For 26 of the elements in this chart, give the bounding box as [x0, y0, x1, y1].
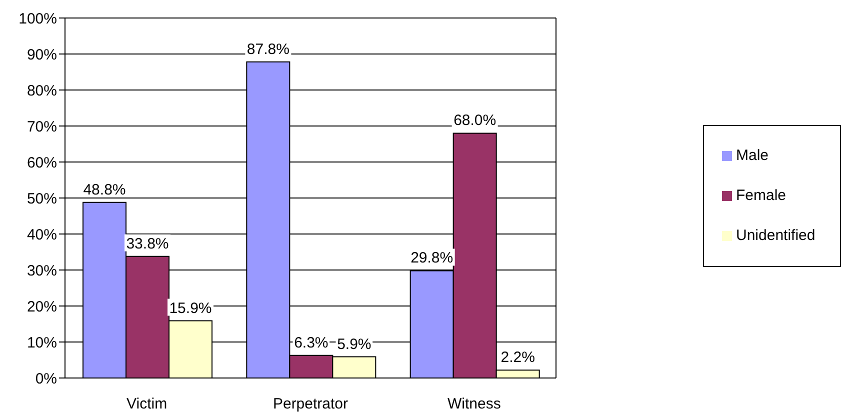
- y-tick-label: 40%: [26, 226, 57, 244]
- legend-label: Male: [736, 147, 769, 164]
- y-tick-label: 60%: [26, 154, 57, 172]
- y-tick-label: 100%: [18, 10, 57, 28]
- y-tick-label: 50%: [26, 190, 57, 208]
- x-tick-label: Perpetrator: [272, 396, 348, 412]
- legend-label: Female: [736, 187, 786, 204]
- data-label: 15.9%: [169, 300, 212, 317]
- y-tick-label: 80%: [26, 82, 57, 100]
- data-label: 6.3%: [294, 334, 328, 352]
- data-label: 87.8%: [246, 40, 290, 58]
- y-tick-label: 90%: [26, 46, 57, 64]
- data-label: 5.9%: [337, 336, 372, 353]
- x-tick-label: Victim: [126, 396, 168, 412]
- data-label: 68.0%: [454, 112, 496, 130]
- y-tick-label: 20%: [26, 298, 57, 316]
- data-label: 29.8%: [410, 250, 454, 267]
- y-tick-label: 70%: [26, 118, 57, 136]
- y-tick-label: 10%: [26, 334, 57, 352]
- legend-label: Unidentified: [736, 227, 816, 244]
- data-label: 48.8%: [83, 181, 126, 198]
- y-tick-label: 30%: [26, 262, 57, 280]
- data-label: 2.2%: [500, 349, 535, 366]
- data-label: 33.8%: [126, 235, 169, 252]
- y-tick-label: 0%: [35, 370, 57, 388]
- x-tick-label: Witness: [447, 396, 501, 412]
